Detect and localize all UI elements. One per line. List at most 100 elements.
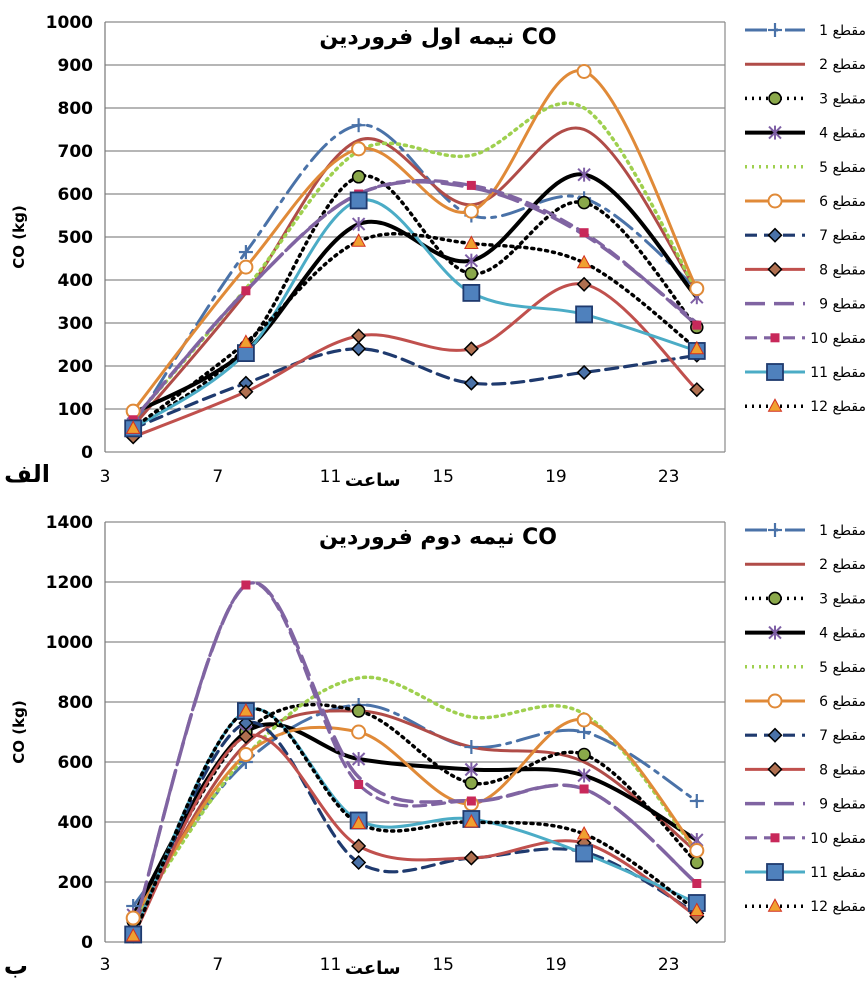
legend-label-12: مقطع 12 <box>810 399 866 415</box>
data-point-series-12 <box>125 420 141 434</box>
x-tick-label: 7 <box>212 955 223 975</box>
series-line-2 <box>131 709 699 926</box>
data-point-series-10 <box>579 784 589 794</box>
data-point-series-4 <box>577 167 591 182</box>
y-tick-label: 200 <box>58 357 94 377</box>
series-line-6 <box>131 69 699 413</box>
data-point-series-10 <box>579 228 589 238</box>
data-point-series-6 <box>238 747 254 762</box>
data-point-series-12 <box>238 334 254 348</box>
chart-title: نیمه اول فروردین CO <box>319 25 556 50</box>
data-point-series-10 <box>241 286 251 296</box>
legend-marker-6 <box>767 693 783 709</box>
legend-marker-7 <box>767 727 783 743</box>
data-point-series-4 <box>351 217 366 232</box>
legend-marker-1 <box>768 523 782 537</box>
data-point-series-4 <box>464 762 479 777</box>
series-line-7 <box>131 347 699 430</box>
series-line-1 <box>131 123 699 428</box>
y-tick-label: 0 <box>81 443 93 463</box>
legend-label-4: مقطع 4 <box>819 126 866 142</box>
series-line-10 <box>131 178 699 422</box>
data-point-series-8 <box>576 276 592 292</box>
data-point-series-6 <box>576 712 592 728</box>
legend-label-3: مقطع 3 <box>819 91 866 107</box>
data-point-series-12 <box>689 340 705 355</box>
x-tick-label: 15 <box>432 955 454 975</box>
legend-label-9: مقطع 9 <box>819 797 866 813</box>
data-point-series-10 <box>354 780 364 789</box>
data-point-series-12 <box>689 902 705 916</box>
data-point-series-11 <box>462 283 481 302</box>
x-tick-label: 19 <box>545 955 567 975</box>
chart-panel-first-half: 0 100 200 300 400 500 600 700 800 900 1000 3 7 11 15 19… <box>4 13 866 491</box>
x-tick-label: 23 <box>658 467 680 487</box>
data-point-series-7 <box>463 375 479 391</box>
legend-marker-1 <box>768 23 782 37</box>
data-point-series-3 <box>351 170 366 184</box>
x-tick-label: 7 <box>212 467 223 487</box>
data-point-series-3 <box>351 704 366 718</box>
legend-marker-11 <box>766 363 784 381</box>
legend-marker-4 <box>768 125 782 140</box>
legend-label-1: مقطع 1 <box>819 523 866 539</box>
legend-marker-3 <box>768 91 782 106</box>
y-tick-label: 900 <box>58 56 94 76</box>
chart-title: نیمه دوم فروردین CO <box>319 525 557 550</box>
y-tick-label: 1000 <box>46 13 93 33</box>
y-tick-label: 100 <box>58 400 94 420</box>
legend-label-7: مقطع 7 <box>819 728 866 744</box>
y-tick-label: 800 <box>58 99 94 119</box>
chart-panel-second-half: 0 200 400 600 800 1000 1200 1400 3 7 11 15 19 23 ساعت C… <box>4 513 866 980</box>
x-axis-label: ساعت <box>345 958 401 979</box>
legend-label-10: مقطع 10 <box>810 331 866 347</box>
legend-marker-7 <box>767 227 783 243</box>
y-tick-label: 600 <box>58 753 94 773</box>
data-point-series-7 <box>351 854 367 871</box>
data-point-series-6 <box>125 910 141 926</box>
data-point-series-11 <box>575 305 593 324</box>
data-point-series-4 <box>464 253 479 268</box>
y-tick-label: 700 <box>58 142 94 162</box>
series-line-2 <box>131 126 699 428</box>
series-line-1 <box>131 703 699 908</box>
data-point-series-3 <box>464 266 479 281</box>
data-point-series-6 <box>689 281 705 297</box>
series-line-8 <box>131 282 699 439</box>
data-point-series-11 <box>349 191 368 210</box>
x-tick-label: 23 <box>658 955 680 975</box>
data-point-series-6 <box>351 141 367 157</box>
data-point-series-12 <box>351 815 366 829</box>
legend-label-8: مقطع 8 <box>819 762 866 778</box>
x-tick-label: 19 <box>545 467 567 487</box>
y-tick-label: 300 <box>58 314 94 334</box>
data-point-series-8 <box>463 850 479 866</box>
data-point-series-6 <box>576 63 592 79</box>
legend-label-9: مقطع 9 <box>819 297 866 313</box>
y-tick-label: 400 <box>58 813 94 833</box>
data-point-series-8 <box>351 838 367 854</box>
data-point-series-6 <box>238 259 254 275</box>
data-point-series-3 <box>577 195 591 210</box>
legend-label-11: مقطع 11 <box>810 865 866 881</box>
x-tick-label: 15 <box>432 467 454 487</box>
data-point-series-11 <box>575 844 593 863</box>
y-tick-label: 0 <box>81 933 93 953</box>
data-point-series-3 <box>690 855 704 870</box>
y-tick-label: 400 <box>58 271 94 291</box>
legend-label-2: مقطع 2 <box>819 57 866 73</box>
panel-label: الف <box>4 460 50 488</box>
y-tick-label: 1400 <box>46 513 93 533</box>
data-point-series-10 <box>466 180 476 190</box>
data-point-series-8 <box>689 382 705 398</box>
legend-label-6: مقطع 6 <box>819 194 866 210</box>
legend-marker-10 <box>770 833 780 843</box>
data-point-series-4 <box>351 752 366 766</box>
series-line-10 <box>131 581 699 932</box>
data-point-series-7 <box>351 341 367 357</box>
legend-marker-11 <box>766 863 784 881</box>
x-tick-label: 3 <box>100 467 111 487</box>
legend-label-5: مقطع 5 <box>819 660 866 676</box>
y-tick-label: 200 <box>58 873 94 893</box>
